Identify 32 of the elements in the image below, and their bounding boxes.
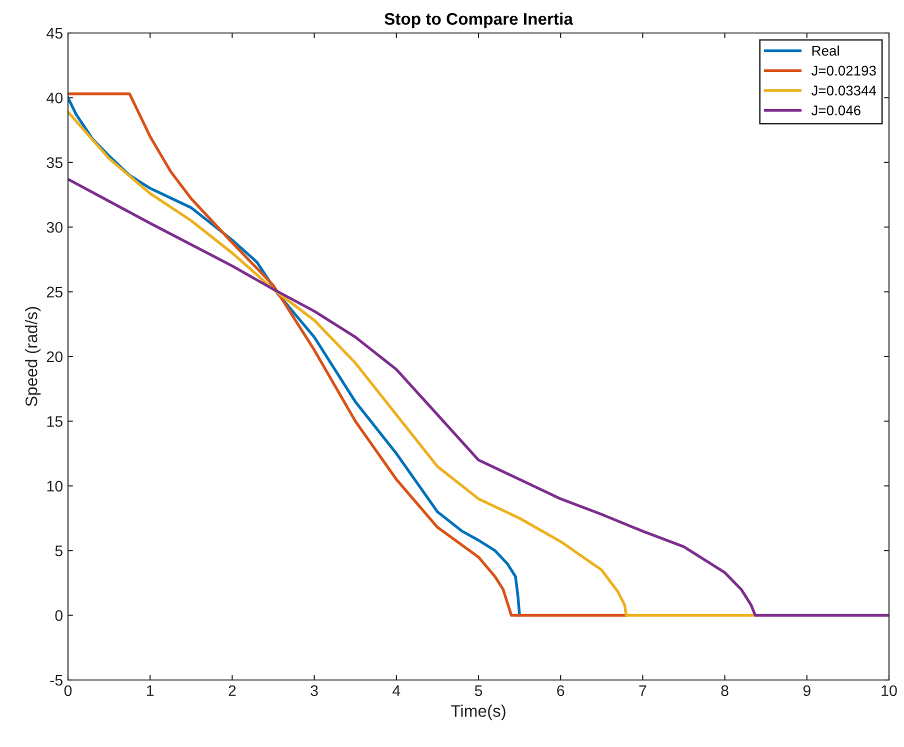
- y-tick-label: 40: [46, 92, 63, 104]
- x-axis-title: Time(s): [450, 704, 506, 720]
- legend-label: J=0.03344: [811, 86, 876, 96]
- x-tick-label: 4: [392, 685, 400, 696]
- y-tick-label: 25: [46, 286, 62, 298]
- x-tick-label: 7: [639, 685, 646, 696]
- x-tick-label: 3: [310, 685, 318, 696]
- y-tick-label: 10: [47, 480, 63, 492]
- x-tick-label: 6: [557, 685, 564, 696]
- chart-title: Stop to Compare Inertia: [384, 12, 574, 28]
- line-series: [68, 110, 757, 617]
- x-tick-label: 2: [228, 685, 236, 696]
- x-tick-label: 9: [803, 685, 810, 696]
- legend-label: Real: [812, 46, 839, 56]
- y-axis-title: Speed (rad/s): [25, 307, 41, 406]
- x-tick-label: 10: [882, 685, 897, 696]
- y-tick-label: 15: [47, 416, 62, 427]
- y-tick-label: 5: [55, 546, 62, 556]
- line-series: [68, 92, 628, 617]
- y-tick-label: 30: [46, 222, 63, 233]
- x-tick-label: 1: [147, 685, 154, 696]
- legend-label: J=0.046: [811, 106, 860, 116]
- x-tick-label: 5: [474, 685, 482, 696]
- x-tick-label: 0: [64, 685, 72, 696]
- y-tick-label: -5: [50, 675, 62, 686]
- line-series: [68, 178, 889, 617]
- legend-label: J=0.02193: [811, 66, 876, 76]
- y-tick-label: 35: [46, 157, 62, 168]
- y-tick-label: 0: [55, 610, 63, 621]
- y-tick-label: 45: [46, 28, 62, 39]
- y-tick-label: 20: [46, 351, 63, 362]
- x-tick-label: 8: [721, 685, 728, 696]
